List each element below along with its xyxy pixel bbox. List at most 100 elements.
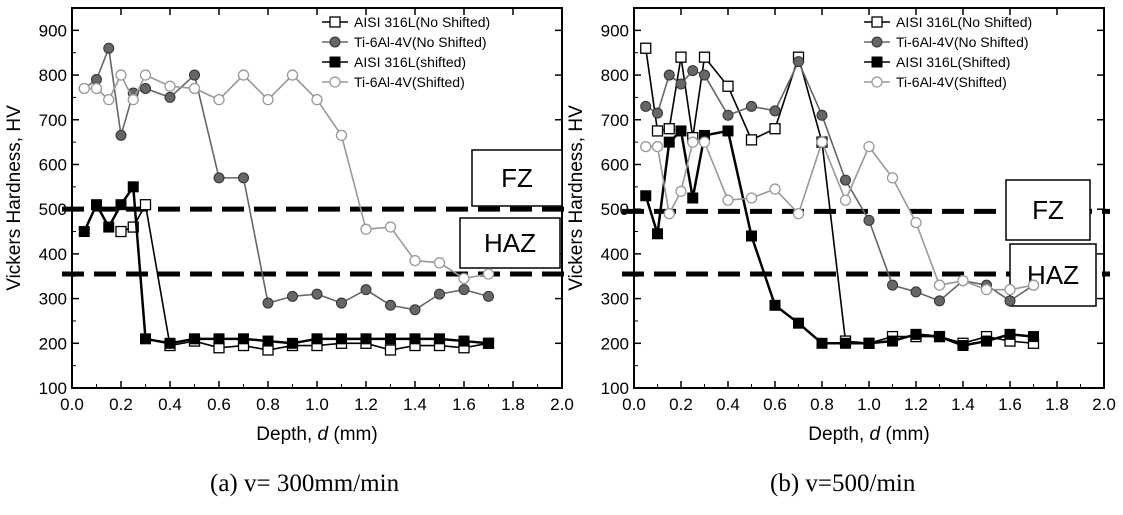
data-point xyxy=(311,333,323,345)
y-axis-label: Vickers Hardness, HV xyxy=(566,105,587,291)
x-tick-label: 1.4 xyxy=(951,395,975,414)
data-point xyxy=(140,82,151,94)
y-tick-label: 200 xyxy=(39,334,67,353)
x-tick-label: 0.4 xyxy=(716,395,740,414)
legend-entry: AISI 316L(No Shifted) xyxy=(354,14,490,30)
data-point xyxy=(78,82,90,95)
data-point xyxy=(483,290,494,302)
data-point xyxy=(1027,279,1040,291)
data-point xyxy=(115,69,127,81)
y-tick-label: 900 xyxy=(601,21,629,40)
x-tick-label: 1.6 xyxy=(452,395,476,414)
zone-label-haz: HAZ xyxy=(484,228,536,258)
y-tick-label: 500 xyxy=(39,200,67,219)
data-point xyxy=(910,286,922,298)
data-point xyxy=(745,134,758,146)
data-point xyxy=(78,226,90,238)
data-point xyxy=(746,100,757,112)
data-point xyxy=(651,140,664,153)
data-point xyxy=(262,335,274,347)
data-point xyxy=(816,136,828,148)
data-point xyxy=(103,42,115,54)
data-point xyxy=(769,183,781,195)
chart-panel-b: 100 200 300 400 500 600 700 800 900 0.0 0.2 0.4 0.6 0… xyxy=(566,7,1116,445)
data-point xyxy=(287,290,298,302)
data-point xyxy=(957,275,969,287)
data-point xyxy=(1028,331,1039,343)
y-tick-label: 600 xyxy=(601,155,629,174)
data-point xyxy=(164,91,176,103)
x-tick-label: 1.8 xyxy=(501,395,525,414)
data-point xyxy=(722,80,734,92)
x-tick-label: 0.8 xyxy=(256,395,280,414)
x-tick-label: 1.0 xyxy=(305,395,329,414)
x-tick-label: 1.2 xyxy=(904,395,928,414)
series-3 xyxy=(78,181,494,349)
legend-entry: Ti-6Al-4V(No Shifted) xyxy=(354,34,487,50)
data-point xyxy=(816,337,828,349)
data-point xyxy=(286,69,299,81)
data-point xyxy=(886,172,899,184)
y-tick-label: 900 xyxy=(39,21,67,40)
data-point xyxy=(139,199,152,211)
y-tick-label: 100 xyxy=(601,379,629,398)
data-point xyxy=(980,283,993,296)
data-point xyxy=(238,172,249,184)
data-point xyxy=(458,284,470,296)
data-point xyxy=(675,51,687,63)
data-point xyxy=(663,207,675,220)
data-point xyxy=(934,331,945,343)
data-point xyxy=(482,268,495,280)
series-2 xyxy=(78,42,494,316)
legend-entry: AISI 316L(Shifted) xyxy=(896,54,1010,70)
data-point xyxy=(871,36,883,48)
data-point xyxy=(675,185,687,197)
data-point xyxy=(189,69,200,81)
x-tick-label: 1.0 xyxy=(857,395,881,414)
data-point xyxy=(769,299,781,311)
series-4 xyxy=(640,136,1040,296)
data-point xyxy=(981,335,992,347)
data-point xyxy=(640,140,652,153)
legend: AISI 316L(No Shifted) Ti-6Al-4V(No Shifte… xyxy=(322,14,490,90)
data-point xyxy=(687,192,699,204)
data-point xyxy=(409,254,421,267)
data-point xyxy=(652,228,663,240)
legend-entry: Ti-6Al-4V(Shifted) xyxy=(896,74,1007,90)
data-point xyxy=(863,337,875,349)
data-point xyxy=(311,93,323,106)
data-point xyxy=(722,194,734,206)
y-tick-label: 700 xyxy=(601,111,629,130)
caption-panel-a: (a) v= 300mm/min xyxy=(210,470,400,497)
data-point xyxy=(115,199,127,211)
data-point xyxy=(745,192,758,204)
data-point xyxy=(910,216,922,229)
data-point xyxy=(687,65,699,77)
y-tick-label: 400 xyxy=(39,245,67,264)
x-tick-label: 0.8 xyxy=(810,395,834,414)
data-point xyxy=(336,297,347,309)
data-point xyxy=(360,223,372,235)
data-point xyxy=(863,140,875,153)
data-point xyxy=(840,337,851,349)
data-point xyxy=(933,279,946,291)
data-point xyxy=(287,337,298,349)
data-point xyxy=(237,69,250,81)
y-tick-label: 100 xyxy=(39,379,67,398)
data-point xyxy=(675,125,687,137)
x-axis-label-var: d xyxy=(318,424,330,445)
zone-label-box xyxy=(459,217,561,269)
data-point xyxy=(483,337,494,349)
y-tick-label: 200 xyxy=(601,334,629,353)
data-point xyxy=(934,295,945,307)
data-point xyxy=(675,78,687,90)
data-point xyxy=(385,299,396,311)
data-point xyxy=(140,333,151,345)
x-tick-label: 0.0 xyxy=(60,395,84,414)
data-point xyxy=(115,225,127,238)
data-point xyxy=(329,36,341,48)
data-point xyxy=(663,69,675,81)
data-point xyxy=(164,337,176,349)
data-point xyxy=(127,181,139,193)
